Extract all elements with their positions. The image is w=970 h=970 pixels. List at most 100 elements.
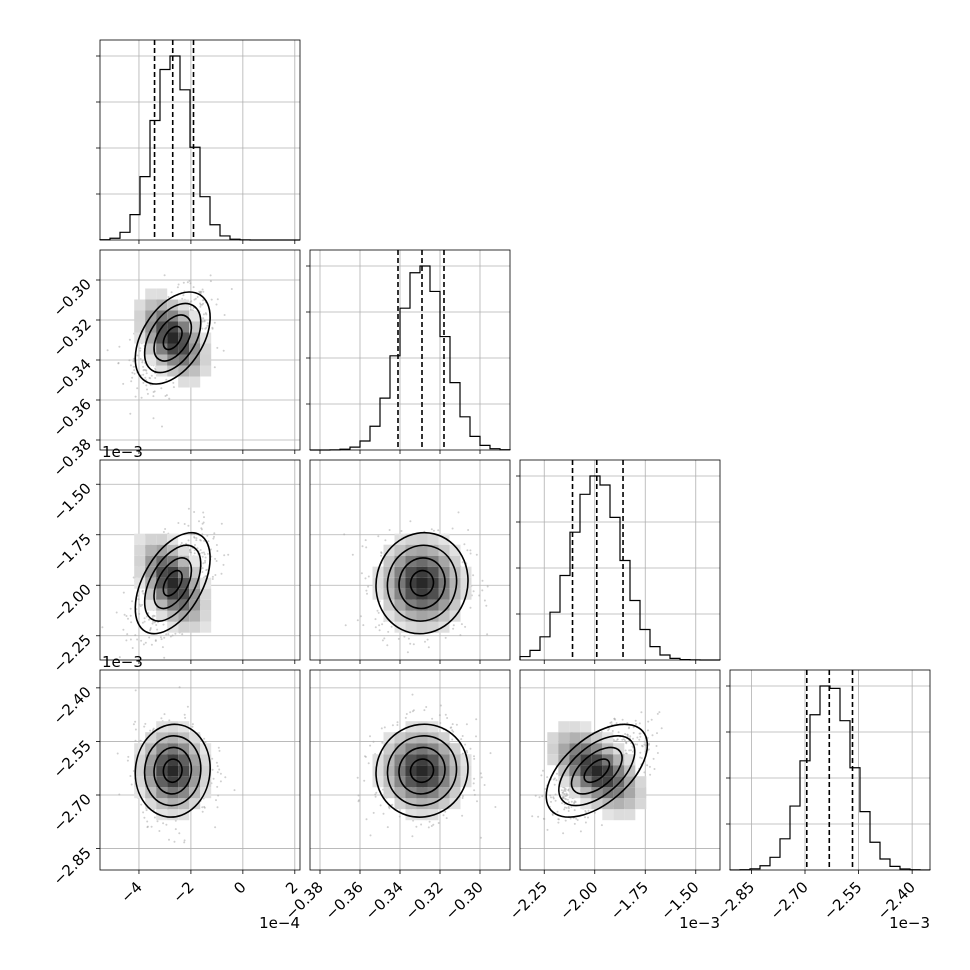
scatter-point xyxy=(139,739,142,742)
scatter-point xyxy=(214,826,217,829)
scatter-point xyxy=(387,630,390,633)
scatter-point xyxy=(122,382,125,385)
density-cell xyxy=(134,544,146,556)
scatter-point xyxy=(201,567,204,570)
scatter-point xyxy=(452,730,455,733)
density-cell xyxy=(156,787,168,799)
scatter-point xyxy=(171,634,174,637)
panel-1-0: −0.38−0.36−0.34−0.32−0.30 xyxy=(50,249,301,480)
scatter-point xyxy=(555,779,558,782)
scatter-point xyxy=(207,322,209,325)
contour-line xyxy=(134,531,211,635)
scatter-point xyxy=(215,799,217,802)
density-cell xyxy=(383,599,395,611)
density-cell xyxy=(156,544,168,556)
scatter-point xyxy=(626,735,629,738)
scatter-point xyxy=(388,529,391,531)
scatter-point xyxy=(205,569,208,572)
scatter-point xyxy=(117,362,120,365)
density-cell xyxy=(547,732,559,744)
scatter-point xyxy=(127,755,130,758)
scatter-point xyxy=(567,810,570,812)
density-cell xyxy=(438,588,450,600)
density-cell xyxy=(189,776,201,788)
density-cell xyxy=(145,588,157,600)
scatter-point xyxy=(203,539,206,542)
scatter-point xyxy=(137,598,140,601)
density-cell xyxy=(602,743,614,755)
density-cell xyxy=(145,544,157,556)
contour-line xyxy=(583,758,611,784)
scatter-point xyxy=(161,646,164,649)
panel-2-2 xyxy=(516,459,721,664)
scatter-point xyxy=(152,620,155,623)
density-cell xyxy=(569,754,581,766)
scatter-point xyxy=(134,395,137,398)
scatter-point xyxy=(375,791,378,794)
scatter-point xyxy=(565,798,568,801)
scatter-point xyxy=(464,743,467,746)
x-tick-label: −2.25 xyxy=(506,878,551,923)
scatter-point xyxy=(165,633,168,636)
density-cell xyxy=(178,621,190,633)
scatter-point xyxy=(650,718,653,721)
scatter-point xyxy=(646,764,649,767)
scatter-point xyxy=(201,533,204,536)
density-cell xyxy=(167,732,179,744)
scatter-point xyxy=(426,638,429,641)
scatter-point xyxy=(160,638,163,641)
scatter-point xyxy=(187,524,190,527)
contour-line xyxy=(409,569,435,597)
density-cell xyxy=(145,599,157,611)
scatter-point xyxy=(177,283,180,286)
scatter-point xyxy=(165,823,168,826)
density-cell xyxy=(178,332,190,344)
scatter-point xyxy=(625,741,628,743)
scatter-point xyxy=(600,824,603,827)
density-cell xyxy=(167,354,179,366)
scatter-point xyxy=(148,376,151,379)
scatter-point xyxy=(148,636,151,639)
density-cell xyxy=(156,809,168,821)
panel-frame xyxy=(309,249,511,451)
density-cell xyxy=(178,765,190,777)
scatter-point xyxy=(481,589,484,592)
x-tick-label: −2 xyxy=(169,878,197,906)
contour-line xyxy=(375,723,469,818)
scatter-point xyxy=(183,523,186,525)
scatter-point xyxy=(165,378,168,381)
scatter-point xyxy=(195,537,198,540)
scatter-point xyxy=(213,535,215,538)
scatter-point xyxy=(624,733,627,735)
density-cell xyxy=(569,721,581,733)
density-cell xyxy=(416,533,428,545)
density-cell xyxy=(558,743,570,755)
scatter-point xyxy=(640,711,643,714)
scatter-point xyxy=(177,522,180,524)
density-cell xyxy=(383,765,395,777)
scatter-point xyxy=(153,621,156,624)
x-tick-label: −0.32 xyxy=(402,878,447,923)
scatter-point xyxy=(486,585,489,588)
density-cell xyxy=(438,732,450,744)
scatter-point xyxy=(380,554,383,557)
density-cell xyxy=(156,610,168,622)
scatter-point xyxy=(575,817,578,820)
scatter-point xyxy=(211,575,214,578)
scatter-point xyxy=(356,776,359,779)
scatter-point xyxy=(486,633,489,636)
scatter-point xyxy=(215,761,218,764)
scatter-point xyxy=(126,759,129,762)
histogram-step xyxy=(309,265,511,451)
scatter-point xyxy=(162,822,165,825)
scatter-point xyxy=(617,731,620,734)
scatter-point xyxy=(415,825,418,828)
density-cell xyxy=(569,787,581,799)
density-cell xyxy=(449,555,461,567)
scatter-point xyxy=(163,713,166,716)
density-cell xyxy=(449,743,461,755)
scatter-point xyxy=(428,820,431,823)
scatter-point xyxy=(391,724,394,727)
scatter-point xyxy=(202,317,205,320)
density-cell xyxy=(145,533,157,545)
